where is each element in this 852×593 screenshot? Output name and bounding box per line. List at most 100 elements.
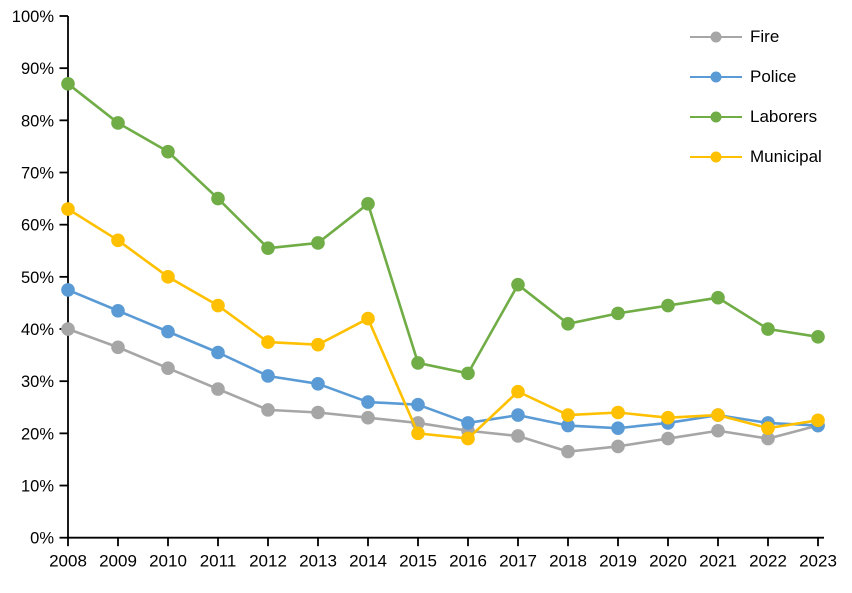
data-point-laborers-2009 xyxy=(111,116,125,130)
x-axis-tick-label: 2023 xyxy=(799,552,837,571)
data-point-fire-2012 xyxy=(261,403,275,417)
data-point-fire-2010 xyxy=(161,361,175,375)
x-axis-tick-label: 2013 xyxy=(299,552,337,571)
legend-label-fire: Fire xyxy=(750,27,780,46)
data-point-police-2018 xyxy=(561,418,575,433)
legend-label-municipal: Municipal xyxy=(750,147,822,166)
data-point-municipal-2023 xyxy=(811,413,825,428)
y-axis-tick-label: 70% xyxy=(21,165,54,183)
data-point-municipal-2016 xyxy=(461,431,475,446)
data-point-police-2011 xyxy=(211,345,225,360)
data-point-laborers-2012 xyxy=(261,241,275,255)
data-point-fire-2008 xyxy=(61,322,75,336)
legend-item-fire: Fire xyxy=(690,17,822,57)
x-axis-tick-label: 2019 xyxy=(599,552,637,571)
municipal-series-dot-icon xyxy=(710,151,722,163)
series-line-police xyxy=(67,288,819,430)
y-axis-tick-label: 20% xyxy=(21,425,54,443)
data-point-fire-2009 xyxy=(111,340,125,355)
data-point-laborers-2019 xyxy=(611,306,625,321)
chart-legend: Fire Police Laborers Municipal xyxy=(690,17,822,177)
data-point-police-2017 xyxy=(511,408,525,422)
series-line-municipal xyxy=(67,207,819,440)
legend-item-municipal: Municipal xyxy=(690,137,822,177)
x-axis-tick-label: 2020 xyxy=(649,552,687,571)
data-point-laborers-2011 xyxy=(211,191,225,206)
data-point-laborers-2013 xyxy=(311,236,325,250)
legend-item-laborers: Laborers xyxy=(690,97,822,137)
data-point-laborers-2018 xyxy=(561,317,575,331)
data-point-municipal-2013 xyxy=(311,337,325,352)
x-axis-tick-label: 2018 xyxy=(549,552,587,571)
data-point-laborers-2010 xyxy=(161,144,175,159)
data-point-police-2012 xyxy=(261,369,275,383)
data-point-fire-2014 xyxy=(361,410,375,425)
data-point-municipal-2018 xyxy=(561,408,575,422)
x-axis-tick-label: 2008 xyxy=(49,552,87,571)
x-axis-tick-label: 2010 xyxy=(149,552,187,571)
data-point-municipal-2017 xyxy=(511,384,525,399)
data-point-municipal-2010 xyxy=(161,270,175,284)
series-line-fire xyxy=(67,327,819,453)
x-axis-tick-label: 2017 xyxy=(499,552,537,571)
legend-line-marker-icon xyxy=(690,151,742,163)
data-point-police-2010 xyxy=(161,324,175,339)
data-point-police-2019 xyxy=(611,421,625,435)
data-point-police-2015 xyxy=(411,397,425,412)
x-axis-tick-label: 2011 xyxy=(200,552,237,571)
data-point-municipal-2008 xyxy=(61,202,75,216)
y-axis-tick-label: 30% xyxy=(21,373,54,391)
data-point-municipal-2015 xyxy=(411,426,425,441)
data-point-laborers-2020 xyxy=(661,298,675,313)
data-point-municipal-2014 xyxy=(361,311,375,326)
data-point-municipal-2019 xyxy=(611,405,625,420)
data-point-police-2009 xyxy=(111,303,125,318)
data-point-fire-2013 xyxy=(311,405,325,420)
data-point-municipal-2022 xyxy=(761,421,775,435)
x-axis-tick-label: 2021 xyxy=(699,552,737,571)
data-point-municipal-2021 xyxy=(711,408,725,422)
y-axis-tick-label: 80% xyxy=(21,112,54,130)
y-axis-tick-label: 40% xyxy=(21,321,54,339)
data-point-laborers-2014 xyxy=(361,197,375,211)
y-axis-tick-label: 100% xyxy=(12,8,55,26)
y-axis-tick-label: 50% xyxy=(21,269,54,287)
y-axis-tick-label: 10% xyxy=(21,478,54,496)
legend-line-marker-icon xyxy=(690,111,742,123)
y-axis-tick-label: 0% xyxy=(30,530,54,548)
fire-series-dot-icon xyxy=(710,31,722,43)
legend-label-laborers: Laborers xyxy=(750,107,818,126)
legend-line-marker-icon xyxy=(690,31,742,43)
x-axis-tick-label: 2012 xyxy=(249,552,287,571)
data-point-municipal-2009 xyxy=(111,233,125,248)
data-point-laborers-2016 xyxy=(461,366,475,381)
series-line-laborers xyxy=(67,82,819,375)
data-point-fire-2011 xyxy=(211,382,225,396)
legend-item-police: Police xyxy=(690,57,822,97)
data-point-fire-2021 xyxy=(711,423,725,438)
data-point-police-2014 xyxy=(361,395,375,409)
data-point-police-2013 xyxy=(311,376,325,391)
data-point-laborers-2022 xyxy=(761,322,775,336)
laborers-series-dot-icon xyxy=(710,111,722,123)
data-point-laborers-2015 xyxy=(411,356,425,370)
legend-line-marker-icon xyxy=(690,71,742,83)
data-point-municipal-2012 xyxy=(261,335,275,349)
data-point-fire-2022 xyxy=(761,431,775,446)
data-point-laborers-2021 xyxy=(711,290,725,305)
data-point-fire-2019 xyxy=(611,439,625,454)
x-axis-tick-label: 2014 xyxy=(349,552,387,571)
data-point-fire-2017 xyxy=(511,429,525,443)
data-point-laborers-2017 xyxy=(511,277,525,292)
x-axis-tick-label: 2022 xyxy=(749,552,787,571)
x-axis-tick-label: 2016 xyxy=(449,552,487,571)
y-axis-tick-label: 60% xyxy=(21,217,54,235)
x-axis-tick-label: 2015 xyxy=(399,552,437,571)
data-point-municipal-2020 xyxy=(661,410,675,425)
data-point-fire-2018 xyxy=(561,444,575,459)
police-series-dot-icon xyxy=(710,71,722,83)
legend-label-police: Police xyxy=(750,67,797,86)
data-point-fire-2020 xyxy=(661,431,675,446)
